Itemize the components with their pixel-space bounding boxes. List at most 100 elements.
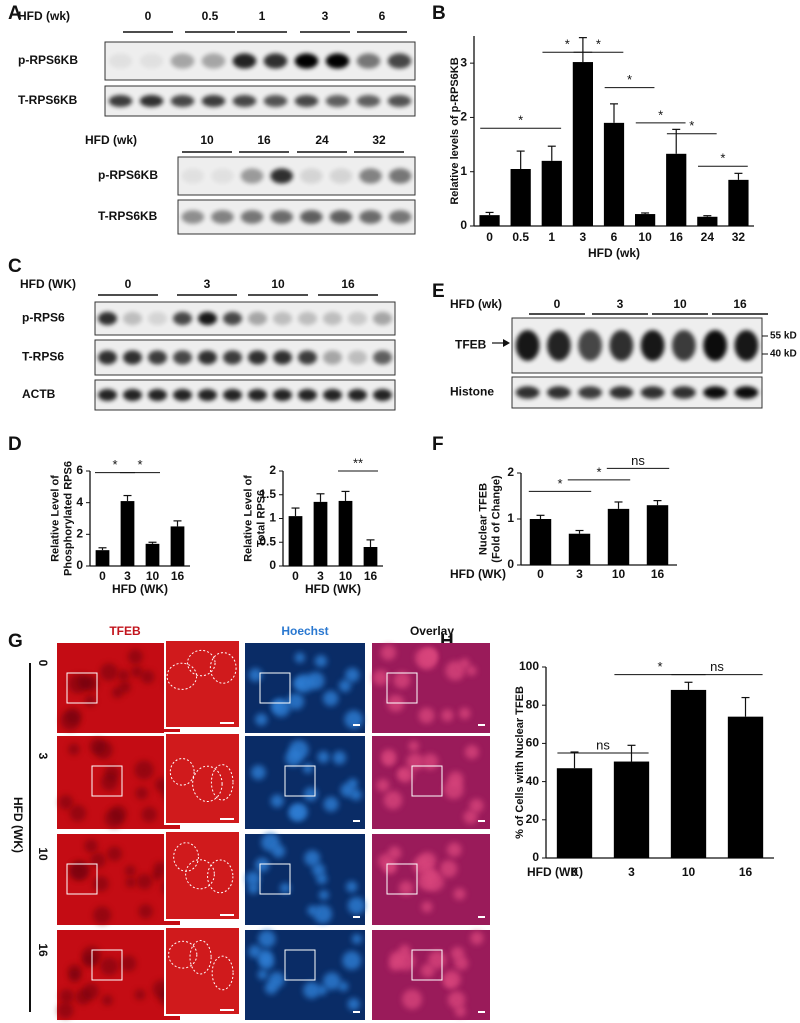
blot-frame [94,379,396,411]
blot-band [359,168,382,184]
blot-band [388,210,412,224]
blot-band [373,350,392,365]
blot-band [672,330,696,361]
nucleus [304,850,321,867]
blot-band [223,350,242,365]
inset-nucleus [207,859,234,894]
y-tick-label: 100 [519,659,539,673]
blot-band [348,350,367,365]
nucleus [420,963,435,978]
x-tick-label: 16 [651,567,665,581]
nucleus [258,930,276,948]
nucleus [59,989,74,1004]
nucleus [255,713,268,726]
lane-label: 6 [379,9,386,23]
nucleus [372,669,389,686]
col-label: Overlay [410,624,454,638]
bar [479,215,500,226]
nucleus [89,738,106,755]
blot-band [734,330,759,361]
significance-label: * [720,151,725,166]
row-label: TFEB [455,338,487,352]
blot-band [108,95,133,107]
roi-box [284,949,316,981]
marker-label: 40 kD [770,349,797,360]
lane-label: 0.5 [202,9,219,23]
significance-label: ** [353,455,363,470]
blot-band [201,53,226,69]
nucleus [141,806,157,823]
nucleus [84,839,98,853]
significance-label: * [596,464,601,479]
nucleus [287,693,305,710]
bar [120,501,135,566]
blot-band [325,53,350,69]
roi-box [411,765,443,797]
blot-band [198,350,217,365]
nucleus [318,889,329,901]
x-tick-label: 0 [537,567,544,581]
row-label: Histone [450,385,494,399]
y-axis-label: Nuclear TFEB [477,483,489,555]
blot-band [201,95,226,107]
blot-band [323,350,342,365]
nucleus [90,852,106,868]
nucleus [424,867,437,880]
blot-band [547,330,571,361]
nucleus [135,786,149,800]
lane-label: 32 [372,133,386,147]
blot-frame [94,301,396,336]
x-axis-label: HFD (WK) [112,582,168,596]
nucleus [271,698,291,718]
lane-label: 3 [617,297,624,311]
blot-band [139,95,164,107]
row-label: T-RPS6 [22,350,64,364]
nucleus [247,882,259,894]
nucleus [93,875,109,892]
blot-band [123,350,142,365]
roi-box [284,765,316,797]
nucleus [393,671,411,689]
nucleus [68,970,81,983]
y-axis-label: Relative levels of p-RPS6KB [449,57,461,204]
lane-label: 16 [257,133,271,147]
y-tick-label: 3 [460,55,467,69]
blot-band [248,389,267,401]
nucleus [271,844,286,858]
blot-band [273,311,292,326]
bar [727,716,764,858]
lane-label: 10 [673,297,687,311]
blot-header: HFD (wk) [18,9,70,23]
x-tick-label: 0 [99,569,106,583]
x-tick-label: 3 [317,569,324,583]
blot-band [329,210,353,224]
nucleus [340,783,355,798]
blot-band [148,389,167,401]
blot-band [148,350,167,365]
y-tick-label: 6 [76,463,83,477]
panel-label: A [8,3,22,24]
roi-box [386,863,418,895]
inset-nucleus [187,649,216,677]
bar [646,505,669,565]
nucleus [418,707,435,724]
bar [363,547,378,566]
y-tick-label: 0 [76,558,83,572]
nucleus [388,846,402,860]
nucleus [251,765,266,780]
blot-band [640,330,665,361]
nucleus [454,1005,466,1017]
y-axis-label: Relative Level of [49,475,61,562]
nucleus [342,951,362,970]
x-axis-label: HFD (WK) [305,582,361,596]
x-tick-label: 32 [732,230,746,244]
roi-box [259,863,291,895]
nucleus [459,658,470,669]
lane-label: 24 [315,133,329,147]
nucleus [257,969,268,980]
y-tick-label: 1 [269,511,276,525]
lane-label: 10 [271,277,285,291]
y-tick-label: 80 [526,697,540,711]
inset [164,639,241,729]
nucleus [450,946,465,961]
